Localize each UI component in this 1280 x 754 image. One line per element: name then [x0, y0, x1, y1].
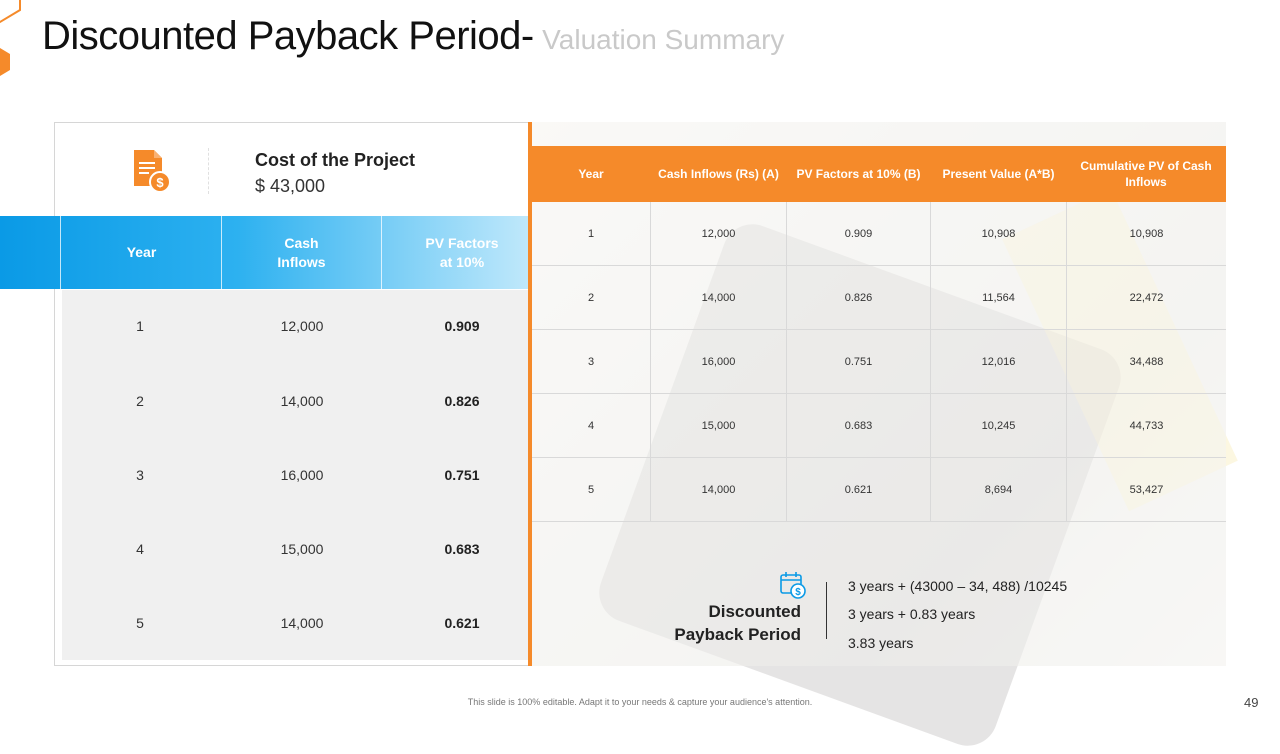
left-header-pv-factors: PV Factors at 10%	[425, 234, 499, 270]
table-row: 2 14,000 0.826	[136, 393, 480, 409]
right-header-pv-factors: PV Factors at 10% (B)	[796, 167, 921, 181]
payback-divider	[826, 582, 827, 639]
table-cell: 1	[587, 228, 595, 240]
table-cell: 14,000	[701, 484, 736, 496]
cost-value: $ 43,000	[255, 176, 326, 196]
right-header-cumulative-pv: Cumulative PV of Cash Inflows	[1080, 159, 1212, 189]
table-cell: 34,488	[1129, 356, 1164, 368]
payback-result: 3.83 years	[848, 635, 914, 651]
payback-formula-line: 3 years + 0.83 years	[848, 606, 976, 622]
table-cell: 15,000	[701, 420, 736, 432]
table-row: 1 12,000 0.909	[136, 318, 480, 334]
left-table-body	[62, 290, 528, 660]
right-header-year: Year	[578, 167, 604, 181]
table-row	[532, 394, 1226, 458]
table-cell: 0.621	[844, 484, 873, 496]
table-cell: 14,000	[701, 292, 736, 304]
page-number: 49	[1244, 695, 1259, 710]
header-separator	[60, 216, 61, 289]
calendar-dollar-icon: $	[780, 572, 806, 599]
table-row	[532, 458, 1226, 522]
svg-text:$: $	[795, 587, 801, 598]
left-header-cash-inflows: Cash Inflows	[277, 234, 326, 270]
table-row: 4 15,000 0.683	[136, 541, 480, 557]
left-table-header	[0, 216, 528, 289]
column-divider	[650, 202, 651, 522]
table-row	[532, 330, 1226, 394]
table-cell: 10,908	[1129, 228, 1164, 240]
table-cell: 5	[587, 484, 595, 496]
table-cell: 44,733	[1129, 420, 1164, 432]
payback-formula-line: 3 years + (43000 – 34, 488) /10245	[848, 578, 1068, 594]
table-cell: 22,472	[1129, 292, 1164, 304]
table-cell: 53,427	[1129, 484, 1164, 496]
cost-divider	[208, 148, 209, 194]
title-subtitle: Valuation Summary	[542, 24, 785, 55]
table-cell: 0.909	[844, 228, 873, 240]
table-cell: 0.683	[844, 420, 873, 432]
background-overlay	[532, 122, 1226, 666]
column-divider	[930, 202, 931, 522]
column-divider	[786, 202, 787, 522]
table-cell: 0.826	[844, 292, 873, 304]
right-header-present-value: Present Value (A*B)	[942, 167, 1055, 181]
table-cell: 16,000	[701, 356, 736, 368]
header-separator	[381, 216, 382, 289]
left-header-year: Year	[126, 244, 157, 260]
table-cell: 4	[587, 420, 595, 432]
table-cell: 0.751	[844, 356, 873, 368]
table-cell: 11,564	[982, 292, 1015, 304]
page-title: Discounted Payback Period- Valuation Sum…	[42, 14, 784, 59]
right-header-cash-inflows: Cash Inflows (Rs) (A)	[658, 167, 779, 181]
table-cell: 10,245	[981, 420, 1016, 432]
header-separator	[221, 216, 222, 289]
table-row: 3 16,000 0.751	[136, 467, 480, 483]
column-divider	[1066, 202, 1067, 522]
table-row	[532, 266, 1226, 330]
hexagon-decoration-icon	[0, 0, 21, 76]
table-row: 5 14,000 0.621	[136, 615, 480, 631]
cost-label: Cost of the Project	[255, 150, 416, 170]
document-dollar-icon: $	[134, 150, 171, 193]
table-cell: 12,016	[981, 356, 1016, 368]
title-main: Discounted Payback Period-	[42, 14, 534, 58]
payback-label: Discounted Payback Period	[674, 602, 801, 644]
table-cell: 12,000	[701, 228, 736, 240]
footer-note: This slide is 100% editable. Adapt it to…	[467, 697, 813, 707]
right-table-header	[532, 146, 1226, 202]
orange-divider	[528, 122, 532, 666]
table-cell: 3	[587, 356, 595, 368]
table-cell: 10,908	[981, 228, 1016, 240]
svg-text:$: $	[156, 175, 164, 190]
table-row	[532, 202, 1226, 266]
table-cell: 8,694	[984, 484, 1013, 496]
table-cell: 2	[587, 292, 595, 304]
